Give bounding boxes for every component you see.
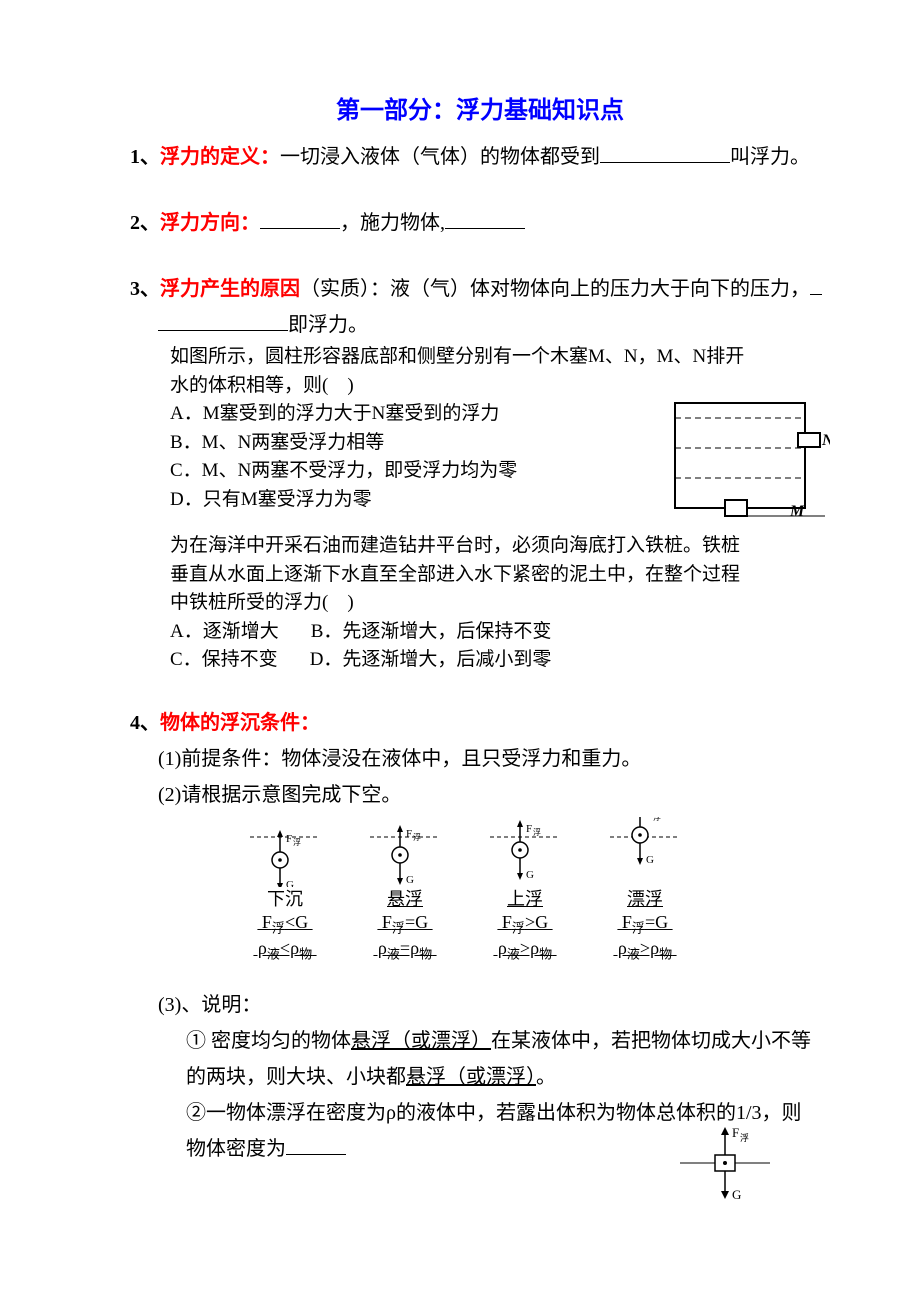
q2-b: B．先逐渐增大，后保持不变 xyxy=(311,618,552,647)
q2-c: C．保持不变 xyxy=(170,646,278,675)
state-0-name: 下沉 xyxy=(267,889,303,911)
blank-1a xyxy=(600,140,730,163)
figure-container-mn: N M xyxy=(670,398,830,518)
item-2: 2、浮力方向： ，施力物体, xyxy=(130,205,830,241)
q2-d: D．先逐渐增大，后减小到零 xyxy=(310,646,552,675)
item-2-t1: ，施力物体, xyxy=(340,212,445,234)
item-4-p1: (1)前提条件：物体浸没在液体中，且只受浮力和重力。 xyxy=(158,741,830,777)
svg-text:浮: 浮 xyxy=(293,837,301,847)
buoyancy-states-row: F浮G 下沉 F浮<G ρ液<ρ物 F浮G 悬浮 F浮=G ρ液=ρ物 F浮G … xyxy=(250,817,830,963)
item-2-label: 浮力方向： xyxy=(160,212,260,234)
p3-2a: ②一物体漂浮在密度为ρ的液体中，若露出体积为物体总体积的1/3，则 xyxy=(186,1102,802,1124)
q2-s2: 垂直从水面上逐渐下水直至全部进入水下紧密的泥土中，在整个过程 xyxy=(170,561,830,590)
q2-s3: 中铁桩所受的浮力( ) xyxy=(170,589,830,618)
q2-block: 为在海洋中开采石油而建造钻井平台时，必须向海底打入铁桩。铁桩 垂直从水面上逐渐下… xyxy=(170,532,830,675)
state-1: F浮 G 悬浮 F浮=G ρ液=ρ物 xyxy=(370,817,440,963)
blank-2a xyxy=(260,206,340,229)
item-4-p3-2: ②一物体漂浮在密度为ρ的液体中，若露出体积为物体总体积的1/3，则 物体密度为 … xyxy=(186,1095,830,1203)
svg-text:F: F xyxy=(732,1125,739,1140)
state-3-name: 漂浮 xyxy=(627,889,663,911)
blank-3b xyxy=(158,308,288,331)
item-4-p3-head: (3)、说明： xyxy=(158,987,830,1023)
state-2-name: 上浮 xyxy=(507,889,543,911)
svg-text:F: F xyxy=(526,823,532,835)
blank-3a xyxy=(810,272,822,295)
item-1-t1: 一切浸入液体（气体）的物体都受到 xyxy=(280,146,600,168)
state-1-rel: F浮=G xyxy=(377,912,432,936)
item-1-num: 1、 xyxy=(130,146,160,168)
state-1-svg: F浮 G xyxy=(370,817,440,887)
state-0-rel: F浮<G xyxy=(257,912,312,936)
p3-1d: 。 xyxy=(536,1066,556,1088)
state-2: F浮 G 上浮 F浮>G ρ液>ρ物 xyxy=(490,817,560,963)
label-m: M xyxy=(789,503,805,518)
q1-stem2: 水的体积相等，则( ) xyxy=(170,372,830,401)
p3-1c: 的两块，则大块、小块都 xyxy=(186,1066,406,1088)
q2-a: A．逐渐增大 xyxy=(170,618,279,647)
state-1-name: 悬浮 xyxy=(387,889,423,911)
svg-text:G: G xyxy=(526,869,534,881)
p3-1u1: 悬浮（或漂浮） xyxy=(351,1030,491,1052)
svg-text:F: F xyxy=(646,817,652,820)
item-3: 3、浮力产生的原因（实质）：液（气）体对物体向上的压力大于向下的压力， 即浮力。… xyxy=(130,271,830,675)
svg-text:浮: 浮 xyxy=(653,817,661,822)
svg-text:浮: 浮 xyxy=(413,832,421,842)
svg-text:F: F xyxy=(406,828,412,840)
p3-1b: 在某液体中，若把物体切成大小不等 xyxy=(491,1030,811,1052)
svg-text:浮: 浮 xyxy=(533,827,541,837)
item-1-t2: 叫浮力。 xyxy=(730,146,810,168)
state-0-svg: F浮 G xyxy=(250,817,320,887)
state-3-den: ρ液>ρ物 xyxy=(613,938,676,962)
item-4: 4、物体的浮沉条件： (1)前提条件：物体浸没在液体中，且只受浮力和重力。 (2… xyxy=(130,705,830,1203)
p3-1u2: 悬浮（或漂浮） xyxy=(406,1066,536,1088)
item-4-p2: (2)请根据示意图完成下空。 xyxy=(158,777,830,813)
svg-text:G: G xyxy=(646,854,654,866)
page-title: 第一部分：浮力基础知识点 xyxy=(130,90,830,133)
state-1-den: ρ液=ρ物 xyxy=(373,938,436,962)
svg-text:G: G xyxy=(732,1187,741,1202)
label-n: N xyxy=(821,432,830,449)
svg-text:G: G xyxy=(286,879,294,887)
svg-text:F: F xyxy=(286,833,292,845)
item-3-t0: （实质）：液（气）体对物体向上的压力大于向下的压力， xyxy=(300,278,810,300)
p3-1a: ① 密度均匀的物体 xyxy=(186,1030,351,1052)
state-3-svg: F浮 G xyxy=(610,817,680,887)
blank-2b xyxy=(445,206,525,229)
state-0: F浮 G 下沉 F浮<G ρ液<ρ物 xyxy=(250,817,320,963)
svg-text:浮: 浮 xyxy=(740,1132,749,1143)
q1-block: 如图所示，圆柱形容器底部和侧壁分别有一个木塞M、N，M、N排开 水的体积相等，则… xyxy=(170,343,830,518)
item-3-num: 3、 xyxy=(130,278,160,300)
item-1: 1、浮力的定义：一切浸入液体（气体）的物体都受到 叫浮力。 xyxy=(130,139,830,175)
item-1-label: 浮力的定义： xyxy=(160,146,280,168)
item-2-num: 2、 xyxy=(130,212,160,234)
p3-2b: 物体密度为 xyxy=(186,1138,286,1160)
item-3-t1: 即浮力。 xyxy=(288,314,368,336)
state-3-rel: F浮=G xyxy=(617,912,672,936)
item-4-label: 物体的浮沉条件： xyxy=(160,712,320,734)
q1-stem1: 如图所示，圆柱形容器底部和侧壁分别有一个木塞M、N，M、N排开 xyxy=(170,343,830,372)
state-2-rel: F浮>G xyxy=(497,912,552,936)
state-2-den: ρ液>ρ物 xyxy=(493,938,556,962)
q2-s1: 为在海洋中开采石油而建造钻井平台时，必须向海底打入铁桩。铁桩 xyxy=(170,532,830,561)
figure-float-block: F浮 G xyxy=(680,1123,770,1203)
item-4-num: 4、 xyxy=(130,712,160,734)
item-4-p3-1: ① 密度均匀的物体悬浮（或漂浮）在某液体中，若把物体切成大小不等 的两块，则大块… xyxy=(186,1023,830,1095)
blank-4a xyxy=(286,1132,346,1155)
state-3: F浮 G 漂浮 F浮=G ρ液>ρ物 xyxy=(610,817,680,963)
state-2-svg: F浮 G xyxy=(490,817,560,887)
svg-text:G: G xyxy=(406,874,414,886)
state-0-den: ρ液<ρ物 xyxy=(253,938,316,962)
item-3-label: 浮力产生的原因 xyxy=(160,278,300,300)
